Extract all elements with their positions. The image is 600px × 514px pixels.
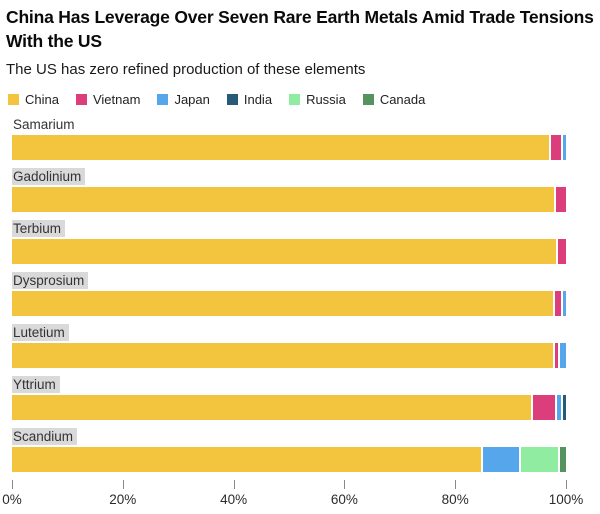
legend-label: Japan bbox=[174, 92, 210, 107]
axis-tick bbox=[122, 480, 124, 489]
bar-segment-japan bbox=[482, 447, 522, 472]
bar-segment-china bbox=[12, 343, 556, 368]
bar-segment-china bbox=[12, 447, 483, 472]
bar-row: Terbium bbox=[12, 220, 566, 264]
bar-segment-japan bbox=[562, 291, 566, 316]
bar-segment-japan bbox=[556, 395, 564, 420]
legend-label: Russia bbox=[306, 92, 346, 107]
legend-swatch-icon bbox=[157, 94, 169, 105]
axis-tick-label: 40% bbox=[220, 492, 248, 507]
category-label: Dysprosium bbox=[12, 272, 89, 289]
bar-segment-india bbox=[563, 395, 566, 420]
stacked-bar bbox=[12, 291, 566, 316]
stacked-bar bbox=[12, 447, 566, 472]
axis-tick-label: 60% bbox=[330, 492, 358, 507]
bar-row: Samarium bbox=[12, 116, 566, 160]
legend-swatch-icon bbox=[8, 94, 19, 105]
legend-item-japan: Japan bbox=[157, 92, 210, 107]
bar-segment-japan bbox=[563, 135, 566, 160]
bar-row: Yttrium bbox=[12, 376, 566, 420]
bar-segment-japan bbox=[560, 343, 566, 368]
category-label: Terbium bbox=[12, 220, 66, 237]
bar-segment-vietnam bbox=[532, 395, 557, 420]
legend-item-canada: Canada bbox=[362, 92, 426, 107]
category-label: Samarium bbox=[13, 117, 75, 132]
bar-row: Scandium bbox=[12, 428, 566, 472]
stacked-bar bbox=[12, 135, 566, 160]
bar-segment-vietnam bbox=[556, 187, 566, 212]
axis-tick bbox=[344, 480, 346, 489]
legend-item-russia: Russia bbox=[289, 92, 346, 107]
axis-tick bbox=[12, 480, 13, 489]
bar-segment-china bbox=[12, 395, 533, 420]
stacked-bar bbox=[12, 239, 566, 264]
legend-swatch-icon bbox=[362, 94, 374, 105]
stacked-bar bbox=[12, 343, 566, 368]
bar-segment-vietnam bbox=[555, 343, 561, 368]
axis-tick-label: 100% bbox=[548, 492, 584, 507]
axis-tick bbox=[233, 480, 235, 489]
legend-swatch-icon bbox=[289, 94, 301, 105]
legend-swatch-icon bbox=[226, 94, 238, 105]
legend-label: India bbox=[243, 92, 273, 107]
bar-segment-vietnam bbox=[557, 239, 566, 264]
bar-segment-china bbox=[12, 239, 558, 264]
bar-row: Lutetium bbox=[12, 324, 566, 368]
bar-row: Gadolinium bbox=[12, 168, 566, 212]
legend-item-india: India bbox=[226, 92, 273, 107]
axis-tick bbox=[455, 480, 457, 489]
bar-segment-china bbox=[12, 291, 555, 316]
axis-tick-label: 20% bbox=[109, 492, 137, 507]
bar-chart: Samarium Gadolinium Terbium Dysprosium Lutet… bbox=[12, 116, 566, 472]
axis-tick-label: 0% bbox=[2, 492, 22, 507]
legend: China Vietnam Japan India Russia Canada bbox=[8, 92, 594, 107]
axis-tick bbox=[566, 480, 567, 489]
bar-row: Dysprosium bbox=[12, 272, 566, 316]
bar-segment-canada bbox=[559, 447, 566, 472]
legend-item-vietnam: Vietnam bbox=[75, 92, 141, 107]
chart-subtitle: The US has zero refined production of th… bbox=[6, 61, 366, 78]
category-label: Scandium bbox=[12, 428, 78, 445]
x-axis: 0% 20% 40% 60% 80% 100% bbox=[2, 480, 583, 514]
bar-segment-vietnam bbox=[554, 291, 563, 316]
legend-label: Vietnam bbox=[92, 92, 141, 107]
legend-item-china: China bbox=[8, 92, 59, 107]
chart-title: China Has Leverage Over Seven Rare Earth… bbox=[6, 7, 594, 51]
category-label: Gadolinium bbox=[12, 168, 86, 185]
stacked-bar bbox=[12, 395, 566, 420]
legend-label: China bbox=[25, 92, 59, 107]
category-label: Lutetium bbox=[12, 324, 69, 341]
legend-swatch-icon bbox=[75, 94, 87, 105]
bar-segment-vietnam bbox=[551, 135, 564, 160]
legend-label: Canada bbox=[379, 92, 426, 107]
stacked-bar bbox=[12, 187, 566, 212]
bar-segment-russia bbox=[521, 447, 560, 472]
bar-segment-china bbox=[12, 135, 552, 160]
axis-tick-label: 80% bbox=[441, 492, 469, 507]
category-label: Yttrium bbox=[12, 376, 60, 393]
bar-segment-china bbox=[12, 187, 557, 212]
